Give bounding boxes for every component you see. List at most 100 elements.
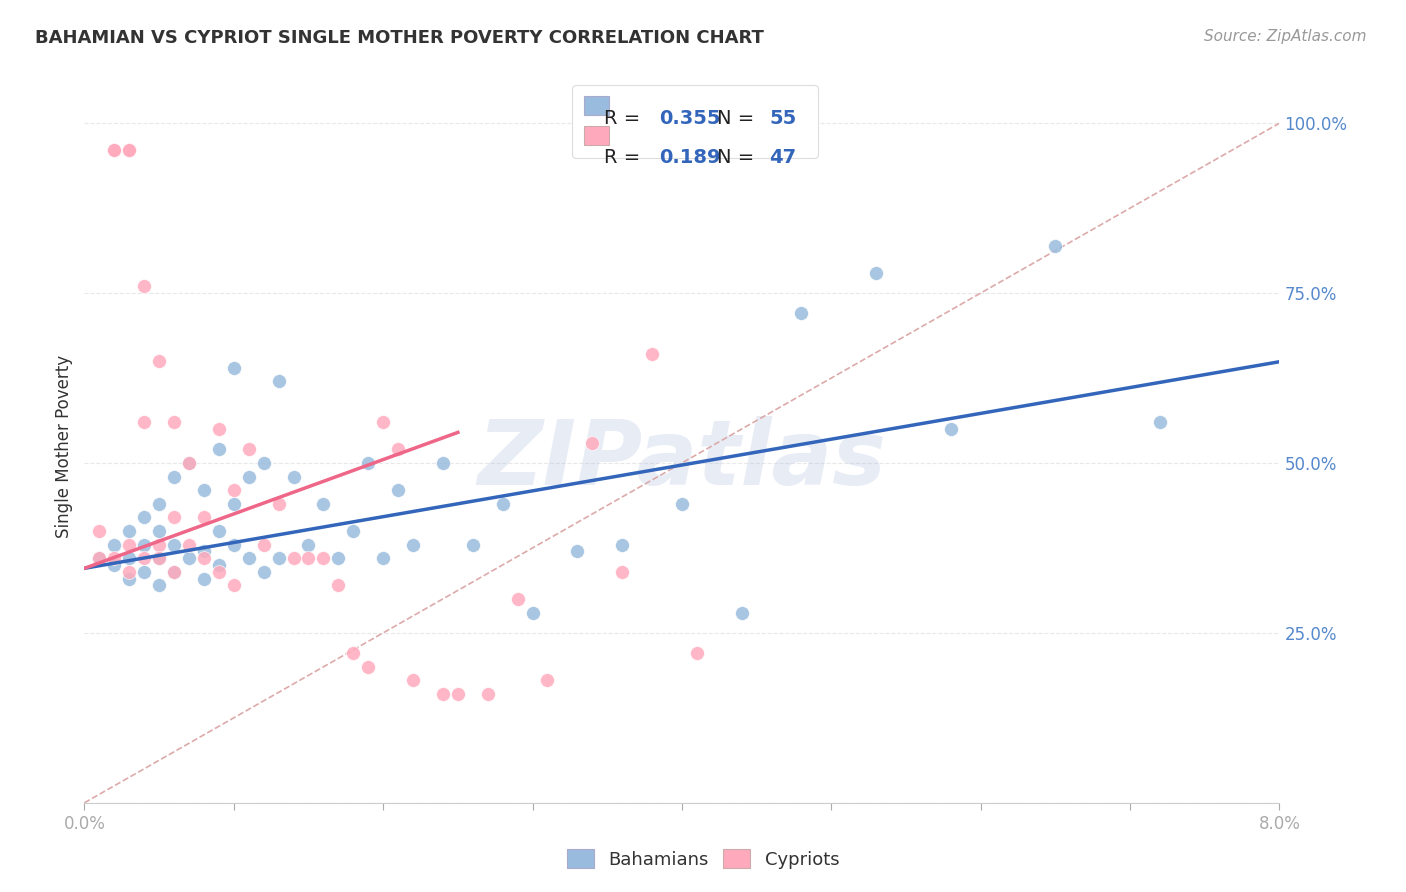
Point [238, 469, 260, 483]
Text: 0.189: 0.189 [659, 148, 721, 167]
Point [267, 497, 290, 511]
Point [253, 456, 276, 470]
Point [103, 558, 125, 572]
Point [177, 456, 200, 470]
Point [477, 687, 499, 701]
Point [89, 551, 111, 566]
Y-axis label: Single Mother Poverty: Single Mother Poverty [55, 354, 73, 538]
Legend: Bahamians, Cypriots: Bahamians, Cypriots [560, 842, 846, 876]
Point [342, 524, 364, 538]
Point [148, 497, 170, 511]
Point [89, 524, 111, 538]
Point [177, 537, 200, 551]
Point [328, 578, 350, 592]
Point [283, 551, 305, 566]
Point [581, 435, 603, 450]
Point [297, 551, 319, 566]
Point [193, 551, 215, 566]
Point [267, 375, 290, 389]
Point [118, 572, 141, 586]
Point [1045, 238, 1067, 252]
Point [253, 537, 276, 551]
Point [222, 360, 245, 375]
Point [432, 456, 454, 470]
Point [671, 497, 693, 511]
Point [103, 551, 125, 566]
Text: BAHAMIAN VS CYPRIOT SINGLE MOTHER POVERTY CORRELATION CHART: BAHAMIAN VS CYPRIOT SINGLE MOTHER POVERT… [35, 29, 763, 46]
Point [132, 565, 156, 579]
Point [222, 537, 245, 551]
Point [402, 537, 425, 551]
Point [163, 565, 186, 579]
Point [148, 354, 170, 368]
Point [731, 606, 754, 620]
Point [103, 144, 125, 158]
Point [118, 524, 141, 538]
Point [492, 497, 515, 511]
Point [312, 551, 335, 566]
Point [357, 456, 380, 470]
Legend:                               ,                               : , [572, 85, 818, 158]
Point [193, 483, 215, 498]
Point [193, 544, 215, 558]
Point [163, 537, 186, 551]
Point [432, 687, 454, 701]
Point [222, 483, 245, 498]
Point [148, 537, 170, 551]
Point [253, 565, 276, 579]
Point [402, 673, 425, 688]
Point [612, 537, 634, 551]
Point [865, 266, 887, 280]
Point [148, 524, 170, 538]
Point [939, 422, 962, 436]
Text: N =: N = [717, 148, 761, 167]
Point [686, 646, 709, 660]
Point [342, 646, 364, 660]
Point [506, 591, 529, 606]
Point [132, 510, 156, 524]
Point [267, 551, 290, 566]
Point [132, 415, 156, 429]
Point [357, 660, 380, 674]
Point [238, 551, 260, 566]
Point [163, 469, 186, 483]
Point [461, 537, 484, 551]
Point [118, 537, 141, 551]
Point [373, 551, 395, 566]
Point [118, 551, 141, 566]
Point [148, 551, 170, 566]
Point [132, 279, 156, 293]
Point [387, 483, 409, 498]
Point [641, 347, 664, 361]
Point [373, 415, 395, 429]
Point [148, 551, 170, 566]
Text: 55: 55 [769, 109, 796, 128]
Text: R =: R = [605, 148, 647, 167]
Point [118, 144, 141, 158]
Point [208, 442, 231, 457]
Text: 47: 47 [769, 148, 796, 167]
Text: N =: N = [717, 109, 761, 128]
Text: Source: ZipAtlas.com: Source: ZipAtlas.com [1204, 29, 1367, 44]
Point [208, 422, 231, 436]
Point [283, 469, 305, 483]
Point [567, 544, 589, 558]
Point [208, 524, 231, 538]
Point [132, 537, 156, 551]
Point [177, 456, 200, 470]
Point [163, 510, 186, 524]
Point [312, 497, 335, 511]
Point [387, 442, 409, 457]
Point [118, 565, 141, 579]
Point [177, 551, 200, 566]
Point [208, 558, 231, 572]
Point [193, 572, 215, 586]
Point [536, 673, 558, 688]
Point [612, 565, 634, 579]
Text: ZIPatlas: ZIPatlas [478, 417, 886, 504]
Point [238, 442, 260, 457]
Point [328, 551, 350, 566]
Point [148, 578, 170, 592]
Point [103, 537, 125, 551]
Point [222, 497, 245, 511]
